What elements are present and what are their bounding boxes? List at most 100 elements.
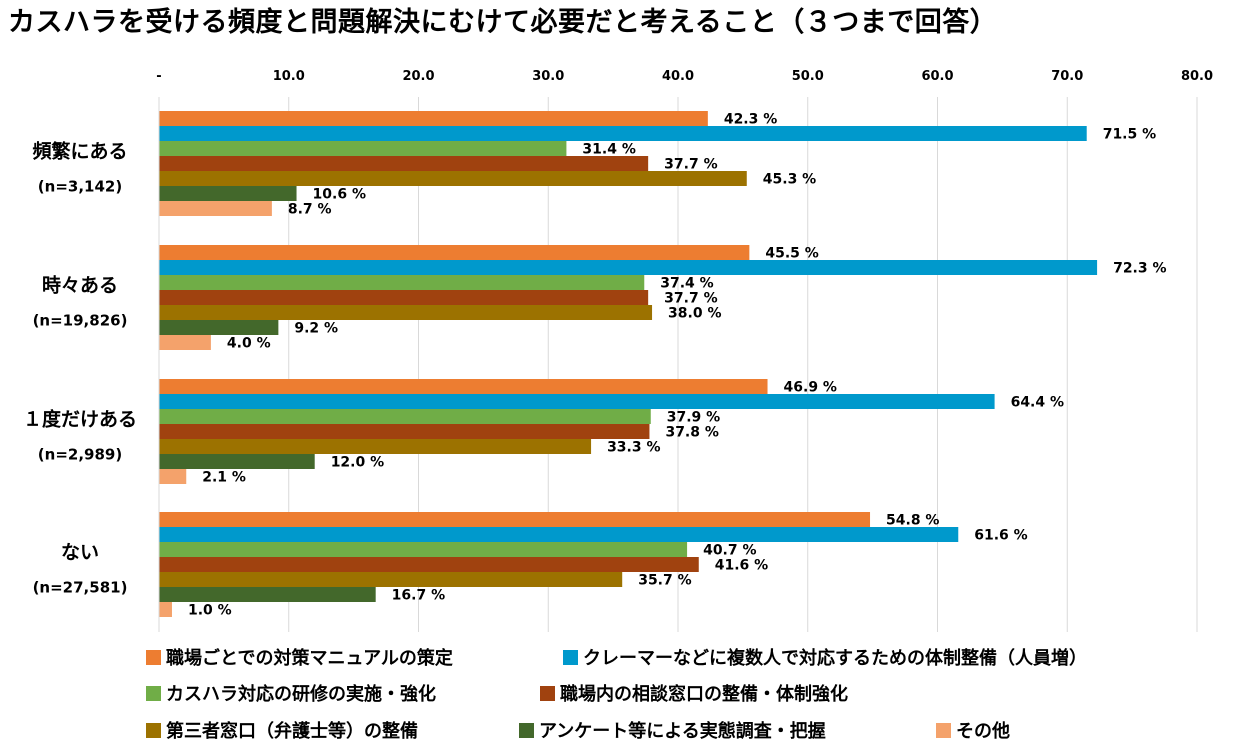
- category-sample-size: (n=2,989): [38, 446, 122, 464]
- bar: [159, 320, 279, 335]
- data-label: 31.4 %: [582, 142, 635, 158]
- data-label-suffix: %: [695, 276, 714, 292]
- data-label: 35.7 %: [638, 573, 691, 589]
- bar: [159, 469, 187, 484]
- data-label: 37.9 %: [667, 410, 720, 426]
- data-label: 37.4 %: [660, 276, 713, 292]
- data-label-value: 33.3: [607, 440, 642, 456]
- data-label-suffix: %: [699, 157, 718, 173]
- legend-item: その他: [936, 717, 1010, 743]
- data-label-suffix: %: [921, 513, 940, 529]
- legend-item: クレーマーなどに複数人で対応するための体制整備（人員増）: [563, 644, 1087, 670]
- legend-label: その他: [956, 721, 1010, 742]
- data-label-value: 37.4: [660, 276, 695, 292]
- bar: [159, 527, 959, 542]
- data-label: 8.7 %: [288, 202, 332, 218]
- data-label-value: 46.9: [784, 380, 819, 396]
- legend-swatch: [146, 685, 161, 701]
- data-label-value: 61.6: [974, 528, 1009, 544]
- data-label-suffix: %: [1148, 261, 1167, 277]
- bar: [159, 587, 376, 602]
- bar: [159, 602, 172, 617]
- data-label: 4.0 %: [227, 336, 271, 352]
- data-label: 16.7 %: [392, 588, 445, 604]
- data-label-value: 12.0: [331, 455, 366, 471]
- legend-swatch: [146, 649, 161, 665]
- legend-swatch: [936, 722, 951, 738]
- bar: [159, 542, 688, 557]
- data-label-value: 2.1: [202, 470, 227, 486]
- chart-title: カスハラを受ける頻度と問題解決にむけて必要だと考えること（３つまで回答）: [8, 7, 998, 38]
- legend-label: アンケート等による実態調査・把握: [539, 721, 826, 742]
- legend-label: 職場内の相談窓口の整備・体制強化: [560, 684, 848, 705]
- category-label: １度だけある: [23, 408, 137, 431]
- bar: [159, 245, 750, 260]
- legend-item: カスハラ対応の研修の実施・強化: [146, 680, 436, 706]
- data-label: 1.0 %: [188, 603, 232, 619]
- bar: [159, 126, 1087, 141]
- bar: [159, 424, 650, 439]
- data-label-suffix: %: [701, 410, 720, 426]
- category-label: 頻繁にある: [32, 140, 127, 163]
- x-tick-label: 10.0: [273, 69, 305, 84]
- bar: [159, 111, 708, 126]
- data-label-value: 41.6: [715, 558, 750, 574]
- data-label: 64.4 %: [1011, 395, 1064, 411]
- data-label-value: 4.0: [227, 336, 252, 352]
- data-label: 46.9 %: [784, 380, 837, 396]
- data-label: 37.7 %: [664, 157, 717, 173]
- data-label: 54.8 %: [886, 513, 939, 529]
- legend-item: 職場内の相談窓口の整備・体制強化: [540, 680, 848, 706]
- data-label-suffix: %: [642, 440, 661, 456]
- bar: [159, 454, 315, 469]
- data-label: 42.3 %: [724, 112, 777, 128]
- data-label: 10.6 %: [313, 187, 366, 203]
- data-label-value: 54.8: [886, 513, 921, 529]
- data-label: 72.3 %: [1113, 261, 1166, 277]
- bar: [159, 260, 1098, 275]
- data-label-suffix: %: [673, 573, 692, 589]
- bar: [159, 557, 699, 572]
- bar: [159, 439, 592, 454]
- bar: [159, 290, 649, 305]
- x-tick-label: 80.0: [1181, 69, 1213, 84]
- data-label-value: 37.9: [667, 410, 702, 426]
- legend-label: 職場ごとでの対策マニュアルの策定: [166, 648, 453, 669]
- data-label-value: 1.0: [188, 603, 213, 619]
- data-label: 33.3 %: [607, 440, 660, 456]
- legend-label: クレーマーなどに複数人で対応するための体制整備（人員増）: [583, 648, 1087, 669]
- legend-label: 第三者窓口（弁護士等）の整備: [166, 721, 418, 742]
- bar: [159, 171, 747, 186]
- x-tick-label: 40.0: [662, 69, 694, 84]
- data-label-suffix: %: [818, 380, 837, 396]
- data-label-value: 64.4: [1011, 395, 1046, 411]
- data-label-value: 45.3: [763, 172, 798, 188]
- data-label-value: 71.5: [1103, 127, 1138, 143]
- data-label-suffix: %: [699, 291, 718, 307]
- data-label-suffix: %: [749, 558, 768, 574]
- data-label-value: 31.4: [582, 142, 617, 158]
- data-label: 12.0 %: [331, 455, 384, 471]
- data-label: 61.6 %: [974, 528, 1027, 544]
- data-label: 45.5 %: [765, 246, 818, 262]
- legend-label: カスハラ対応の研修の実施・強化: [166, 684, 436, 705]
- legend-swatch: [146, 722, 161, 738]
- category-sample-size: (n=19,826): [33, 312, 128, 330]
- bar: [159, 512, 871, 527]
- data-label-value: 72.3: [1113, 261, 1148, 277]
- data-label: 38.0 %: [668, 306, 721, 322]
- data-label-suffix: %: [1137, 127, 1156, 143]
- data-label-suffix: %: [426, 588, 445, 604]
- data-label-value: 37.7: [664, 291, 699, 307]
- data-label: 45.3 %: [763, 172, 816, 188]
- x-tick-label: 20.0: [402, 69, 434, 84]
- data-label-value: 37.8: [665, 425, 700, 441]
- data-label-suffix: %: [703, 306, 722, 322]
- data-label-suffix: %: [738, 543, 757, 559]
- category-sample-size: (n=27,581): [33, 579, 128, 597]
- category-label: 時々ある: [42, 275, 118, 297]
- bar: [159, 335, 211, 350]
- category-sample-size: (n=3,142): [38, 178, 122, 196]
